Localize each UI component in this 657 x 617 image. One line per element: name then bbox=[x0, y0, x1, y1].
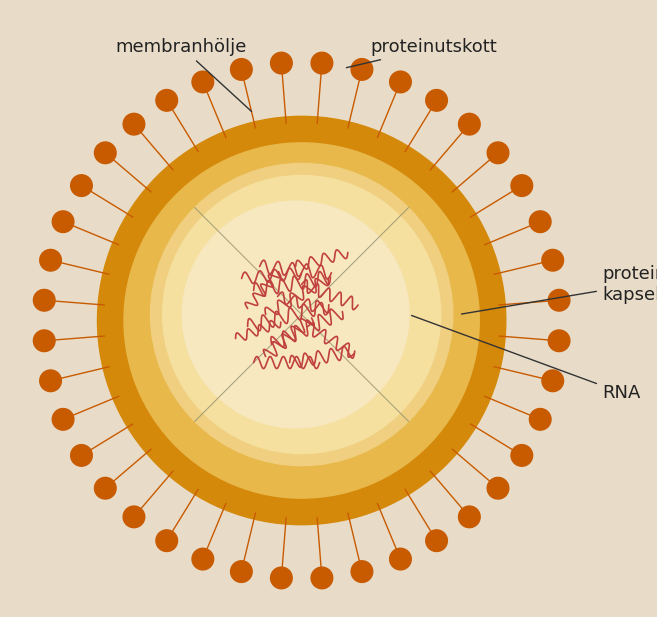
Text: protein-
kapsel: protein- kapsel bbox=[461, 265, 657, 314]
Circle shape bbox=[71, 175, 92, 196]
Circle shape bbox=[156, 89, 177, 111]
Circle shape bbox=[192, 549, 214, 570]
Circle shape bbox=[487, 478, 509, 499]
Circle shape bbox=[34, 330, 55, 352]
Circle shape bbox=[95, 478, 116, 499]
Circle shape bbox=[311, 52, 332, 74]
Circle shape bbox=[351, 561, 373, 582]
Circle shape bbox=[271, 567, 292, 589]
Circle shape bbox=[487, 142, 509, 164]
Circle shape bbox=[548, 330, 570, 352]
Circle shape bbox=[426, 89, 447, 111]
Circle shape bbox=[511, 175, 533, 196]
Circle shape bbox=[459, 506, 480, 528]
Circle shape bbox=[231, 561, 252, 582]
Text: proteinutskott: proteinutskott bbox=[346, 38, 497, 68]
Circle shape bbox=[40, 249, 61, 271]
Text: RNA: RNA bbox=[411, 315, 641, 402]
Circle shape bbox=[192, 71, 214, 93]
Circle shape bbox=[53, 211, 74, 233]
Circle shape bbox=[40, 370, 61, 392]
Circle shape bbox=[390, 71, 411, 93]
Circle shape bbox=[95, 142, 116, 164]
Circle shape bbox=[548, 289, 570, 311]
Circle shape bbox=[542, 249, 564, 271]
Circle shape bbox=[426, 530, 447, 552]
Circle shape bbox=[542, 370, 564, 392]
Circle shape bbox=[123, 114, 145, 135]
Circle shape bbox=[459, 114, 480, 135]
Circle shape bbox=[53, 408, 74, 430]
Circle shape bbox=[351, 59, 373, 80]
Circle shape bbox=[271, 52, 292, 74]
Circle shape bbox=[530, 408, 551, 430]
Text: membranhölje: membranhölje bbox=[116, 38, 252, 112]
Circle shape bbox=[71, 445, 92, 466]
Circle shape bbox=[150, 164, 453, 466]
Circle shape bbox=[34, 289, 55, 311]
Circle shape bbox=[530, 211, 551, 233]
Circle shape bbox=[163, 175, 441, 453]
Circle shape bbox=[511, 445, 533, 466]
Circle shape bbox=[311, 567, 332, 589]
Circle shape bbox=[231, 59, 252, 80]
Circle shape bbox=[97, 117, 506, 524]
Circle shape bbox=[124, 143, 479, 498]
Circle shape bbox=[390, 549, 411, 570]
Circle shape bbox=[156, 530, 177, 552]
Circle shape bbox=[123, 506, 145, 528]
Circle shape bbox=[183, 201, 409, 428]
